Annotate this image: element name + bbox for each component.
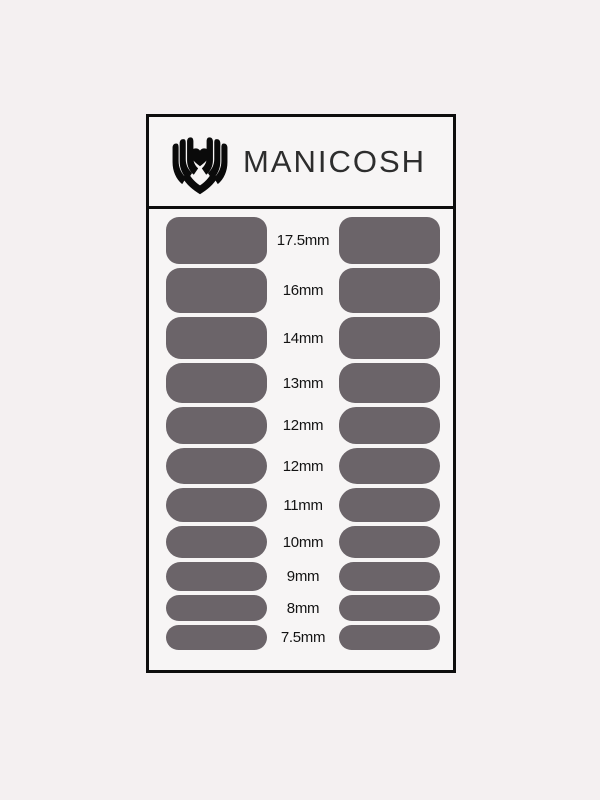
strip-row: 12mm: [149, 448, 453, 484]
nail-strip-right: [339, 625, 440, 650]
nail-strip-right: [339, 562, 440, 591]
strip-row: 11mm: [149, 488, 453, 522]
strip-row: 13mm: [149, 363, 453, 403]
nail-strip-right: [339, 595, 440, 621]
strip-size-label: 7.5mm: [280, 629, 326, 646]
nail-strip-left: [166, 526, 267, 558]
strip-row: 10mm: [149, 526, 453, 558]
nail-strip-left: [166, 562, 267, 591]
brand-wordmark: MANICOSH: [243, 144, 427, 179]
nail-strip-left: [166, 317, 267, 359]
brand-header: MANICOSH: [149, 117, 453, 209]
strip-row: 9mm: [149, 562, 453, 591]
nail-strip-right: [339, 488, 440, 522]
strip-size-label: 12mm: [282, 417, 324, 434]
strip-size-label: 16mm: [282, 282, 324, 299]
strip-size-label: 17.5mm: [276, 232, 330, 249]
nail-strip-right: [339, 407, 440, 444]
strip-row: 14mm: [149, 317, 453, 359]
nail-strip-right: [339, 217, 440, 264]
nail-strip-left: [166, 363, 267, 403]
nail-strip-left: [166, 595, 267, 621]
nail-strip-right: [339, 526, 440, 558]
hands-holding-heart-icon: [172, 136, 228, 194]
strip-row: 16mm: [149, 268, 453, 313]
strip-row: 7.5mm: [149, 625, 453, 650]
strip-size-label: 11mm: [283, 496, 323, 514]
strip-row: 12mm: [149, 407, 453, 444]
nail-strip-left: [166, 488, 267, 522]
nail-strip-right: [339, 363, 440, 403]
strip-grid: 17.5mm 16mm 14mm 13mm 12mm 12mm 11mm 10mm 9mm 8mm…: [149, 209, 453, 660]
strip-row: 17.5mm: [149, 217, 453, 264]
nail-strip-left: [166, 625, 267, 650]
strip-size-label: 14mm: [282, 329, 324, 347]
nail-strip-right: [339, 317, 440, 359]
nail-strip-right: [339, 448, 440, 484]
strip-size-label: 13mm: [282, 374, 324, 392]
strip-row: 8mm: [149, 595, 453, 621]
nail-strip-left: [166, 217, 267, 264]
strip-size-label: 10mm: [282, 533, 324, 551]
nail-strip-left: [166, 407, 267, 444]
nail-strip-right: [339, 268, 440, 313]
strip-size-label: 12mm: [282, 457, 324, 475]
nail-strip-left: [166, 268, 267, 313]
strip-size-label: 9mm: [286, 568, 320, 585]
strip-size-label: 8mm: [286, 599, 320, 617]
nail-strip-left: [166, 448, 267, 484]
nail-strip-size-chart-card: MANICOSH 17.5mm 16mm 14mm 13mm 12mm 12mm 11mm 1…: [146, 114, 456, 673]
